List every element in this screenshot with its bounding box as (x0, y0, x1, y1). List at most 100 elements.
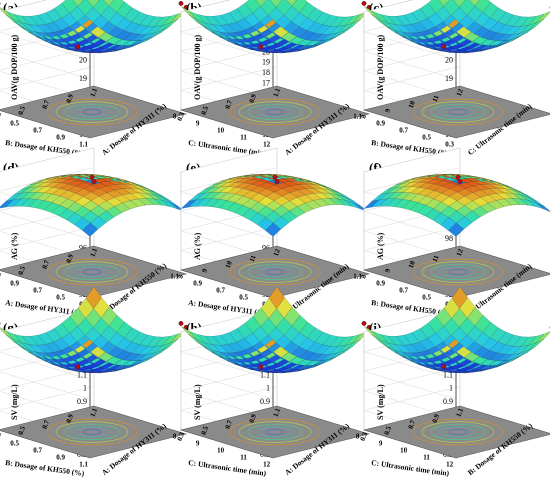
design-point (89, 174, 95, 180)
surface-plot: 2120191817161.10.90.70.50.30.30.50.70.91… (0, 0, 189, 149)
wall-gridline (0, 371, 91, 400)
x-tick-label: 0.5 (239, 294, 248, 302)
z-tick-label: 20 (445, 56, 453, 65)
panel-c: (c)2120191817160.30.50.70.91.189101112OA… (353, 0, 550, 160)
z-tick-label: 1.1 (77, 370, 87, 379)
x-tick-label: 9 (379, 440, 383, 448)
panel-h: (h)1.21.110.90.80.70.60.5121110980.30.50… (173, 286, 372, 480)
x-tick-label: 0.7 (33, 447, 42, 455)
floor-contour (430, 423, 486, 441)
design-point (274, 179, 280, 184)
floor-contour (412, 98, 504, 126)
x-tick-label: 11 (240, 134, 247, 142)
wall-gridline (363, 50, 457, 80)
floor-contour (412, 258, 504, 286)
floor-contour (229, 98, 321, 126)
z-axis-label: AG (%) (193, 232, 202, 260)
floor-contour (46, 98, 138, 126)
design-point (361, 1, 367, 6)
y-tick-label: 10 (224, 259, 234, 269)
floor-contour (73, 106, 111, 118)
z-tick-label: 1 (449, 384, 453, 393)
wall-gridline (363, 370, 457, 400)
y-tick-label: 0.7 (224, 99, 235, 110)
y-tick-label: 0.9 (248, 93, 259, 104)
floor-contour (265, 429, 285, 435)
design-point (441, 364, 447, 370)
y-tick-label: 0.5 (17, 265, 28, 276)
floor-contour (55, 101, 129, 123)
wall-gridline (180, 351, 274, 380)
wall-gridline (180, 66, 278, 91)
z-axis-label: SV (mg/L) (376, 384, 385, 420)
contour-floor (179, 405, 371, 459)
surface-cell (103, 0, 114, 7)
y-tick-label: 0.5 (17, 105, 28, 116)
x-tick-label: 1.1 (170, 273, 179, 281)
surface-mesh (180, 0, 370, 54)
design-point (441, 44, 447, 50)
y-tick-label: 9 (383, 107, 392, 113)
y-tick-label: 11 (431, 94, 441, 103)
floor-contour (448, 429, 468, 435)
z-axis-label: OAV(g DOP/100 g) (376, 34, 385, 100)
surface-mesh (180, 174, 370, 237)
surface-plot: 1.21.110.90.80.70.60.5121110980.30.50.70… (173, 286, 372, 469)
design-point (91, 179, 97, 184)
y-tick-label: 12 (455, 87, 465, 97)
floor-contour (238, 261, 312, 283)
contour-floor (179, 245, 371, 299)
floor-contour (238, 101, 312, 123)
wall-gridline (180, 226, 278, 251)
z-tick-label: 98 (445, 234, 453, 243)
wall-gridline (180, 210, 274, 240)
surface-cell (286, 0, 297, 7)
z-axis-label: AG (%) (376, 232, 385, 260)
z-axis-label: AG (%) (10, 232, 19, 260)
z-tick-label: 18 (262, 68, 270, 77)
design-point (75, 364, 81, 370)
z-tick-label: 0.9 (77, 397, 87, 406)
surface-mesh (0, 0, 187, 54)
floor-contour (448, 269, 468, 275)
y-tick-label: 0.7 (41, 419, 52, 430)
x-tick-label: 1.1 (79, 141, 88, 149)
design-point (272, 174, 278, 180)
x-tick-label: 12 (446, 461, 454, 469)
contour-floor (0, 405, 188, 459)
z-tick-label: 1.1 (260, 370, 270, 379)
panel-b: (b)21201918171615141312121110980.30.50.7… (173, 0, 372, 160)
wall-gridline (0, 31, 91, 60)
floor-contour (82, 109, 102, 115)
surface-mesh (363, 174, 550, 237)
z-axis-label: OAV(g DOP/100 g) (10, 34, 19, 100)
y-tick-label: 1.1 (455, 407, 466, 418)
surface-plot: 100989694920.30.50.70.91.10.30.50.70.91.… (0, 147, 188, 309)
floor-contour (430, 263, 486, 281)
floor-contour (421, 421, 495, 443)
y-tick-label: 10 (407, 99, 417, 109)
x-tick-label: 0.7 (399, 287, 408, 295)
floor-contour (229, 258, 321, 286)
wall-gridline (363, 226, 461, 251)
z-tick-label: 1 (266, 384, 270, 393)
y-tick-label: 0.9 (65, 253, 76, 264)
y-tick-label: 0.9 (431, 413, 442, 424)
x-tick-label: 1.1 (353, 113, 362, 121)
x-tick-label: 0.9 (56, 454, 65, 462)
y-tick-label: 8 (359, 113, 368, 119)
x-tick-label: 0.5 (56, 294, 65, 302)
z-axis-label: SV (mg/L) (193, 384, 202, 420)
wall-gridline (363, 31, 457, 60)
wall-gridline (0, 226, 95, 251)
y-tick-label: 1.1 (272, 407, 283, 418)
y-tick-label: 11 (248, 254, 258, 263)
y-tick-label: 0.3 (359, 431, 370, 442)
floor-contour (439, 106, 477, 118)
panel-f: (f)102100989694920.30.50.70.91.189101112… (353, 147, 550, 320)
design-point (457, 179, 463, 184)
floor-contour (412, 418, 504, 446)
panel-a: (a)2120191817161.10.90.70.50.30.30.50.70… (0, 0, 189, 160)
wall-gridline (180, 31, 274, 60)
x-tick-label: 1.1 (353, 273, 362, 281)
